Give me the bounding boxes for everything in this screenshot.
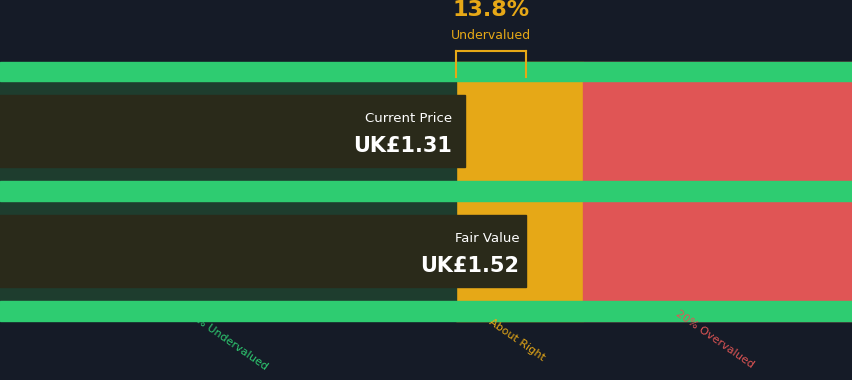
Text: 20% Overvalued: 20% Overvalued: [673, 309, 755, 370]
Bar: [0, 62, 852, 81]
Text: About Right: About Right: [486, 317, 546, 363]
Bar: [0, 201, 456, 301]
Bar: [0, 215, 525, 287]
Text: Current Price: Current Price: [365, 112, 452, 125]
Bar: [456, 62, 582, 321]
Text: UK£1.31: UK£1.31: [353, 136, 452, 156]
Bar: [582, 62, 852, 321]
Bar: [0, 182, 852, 201]
Text: 20% Undervalued: 20% Undervalued: [181, 307, 268, 372]
Text: Undervalued: Undervalued: [451, 29, 531, 43]
Bar: [0, 81, 456, 182]
Bar: [0, 301, 852, 321]
Text: Fair Value: Fair Value: [454, 232, 519, 245]
Bar: [0, 95, 464, 168]
Text: 13.8%: 13.8%: [452, 0, 529, 21]
Text: UK£1.52: UK£1.52: [420, 256, 519, 276]
